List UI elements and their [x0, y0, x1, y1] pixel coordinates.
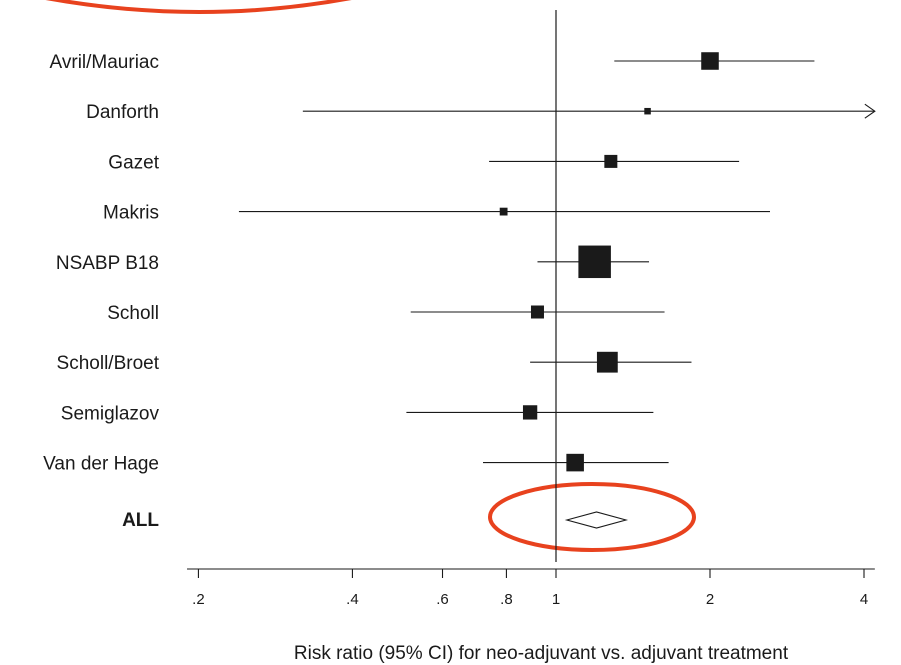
- study-row: Scholl: [107, 303, 665, 324]
- highlight-ellipse-pooled: [488, 482, 696, 552]
- study-label: Semiglazov: [61, 403, 160, 424]
- study-row: Gazet: [108, 152, 740, 173]
- point-estimate-square: [522, 405, 538, 420]
- point-estimate-square: [701, 52, 719, 70]
- study-label: Van der Hage: [43, 454, 159, 475]
- study-rows: Avril/Mauriac Danforth Gazet Makris NSABP B1…: [43, 52, 876, 475]
- x-axis: .2 .4 .6 .8 1 2 4: [187, 568, 875, 608]
- annotation-layer: [45, 0, 696, 552]
- study-label: Makris: [103, 203, 159, 224]
- x-tick-label: .4: [346, 591, 359, 608]
- point-estimate-square: [566, 453, 584, 472]
- x-tick-label: .2: [192, 591, 205, 608]
- study-label: Avril/Mauriac: [50, 52, 159, 73]
- study-row: Semiglazov: [61, 403, 654, 424]
- x-tick-label: 1: [552, 591, 560, 608]
- pooled-estimate: ALL: [122, 510, 629, 531]
- point-estimate-square: [644, 107, 651, 115]
- x-tick-label: .6: [436, 591, 449, 608]
- point-estimate-square: [596, 351, 618, 373]
- point-estimate-square: [578, 245, 611, 279]
- point-estimate-square: [499, 207, 508, 216]
- x-tick-label: 4: [860, 591, 868, 608]
- point-estimate-square: [604, 154, 618, 168]
- pooled-label: ALL: [122, 510, 159, 531]
- study-label: Scholl/Broet: [57, 353, 160, 374]
- study-row: Avril/Mauriac: [50, 52, 815, 73]
- pooled-diamond: [564, 511, 629, 529]
- study-label: Gazet: [108, 152, 159, 173]
- x-tick-label: 2: [706, 591, 714, 608]
- study-label: NSABP B18: [56, 253, 159, 274]
- study-row: NSABP B18: [56, 245, 650, 279]
- ci-arrow: [864, 103, 876, 119]
- study-row: Scholl/Broet: [57, 351, 692, 374]
- study-label: Scholl: [107, 303, 159, 324]
- highlight-ellipse-top: [45, 0, 352, 14]
- point-estimate-square: [530, 305, 544, 319]
- study-label: Danforth: [86, 102, 159, 123]
- study-row: Danforth: [86, 102, 876, 123]
- study-row: Van der Hage: [43, 453, 669, 475]
- x-axis-title: Risk ratio (95% CI) for neo-adjuvant vs.…: [294, 643, 789, 664]
- x-tick-label: .8: [500, 591, 513, 608]
- study-row: Makris: [103, 203, 770, 224]
